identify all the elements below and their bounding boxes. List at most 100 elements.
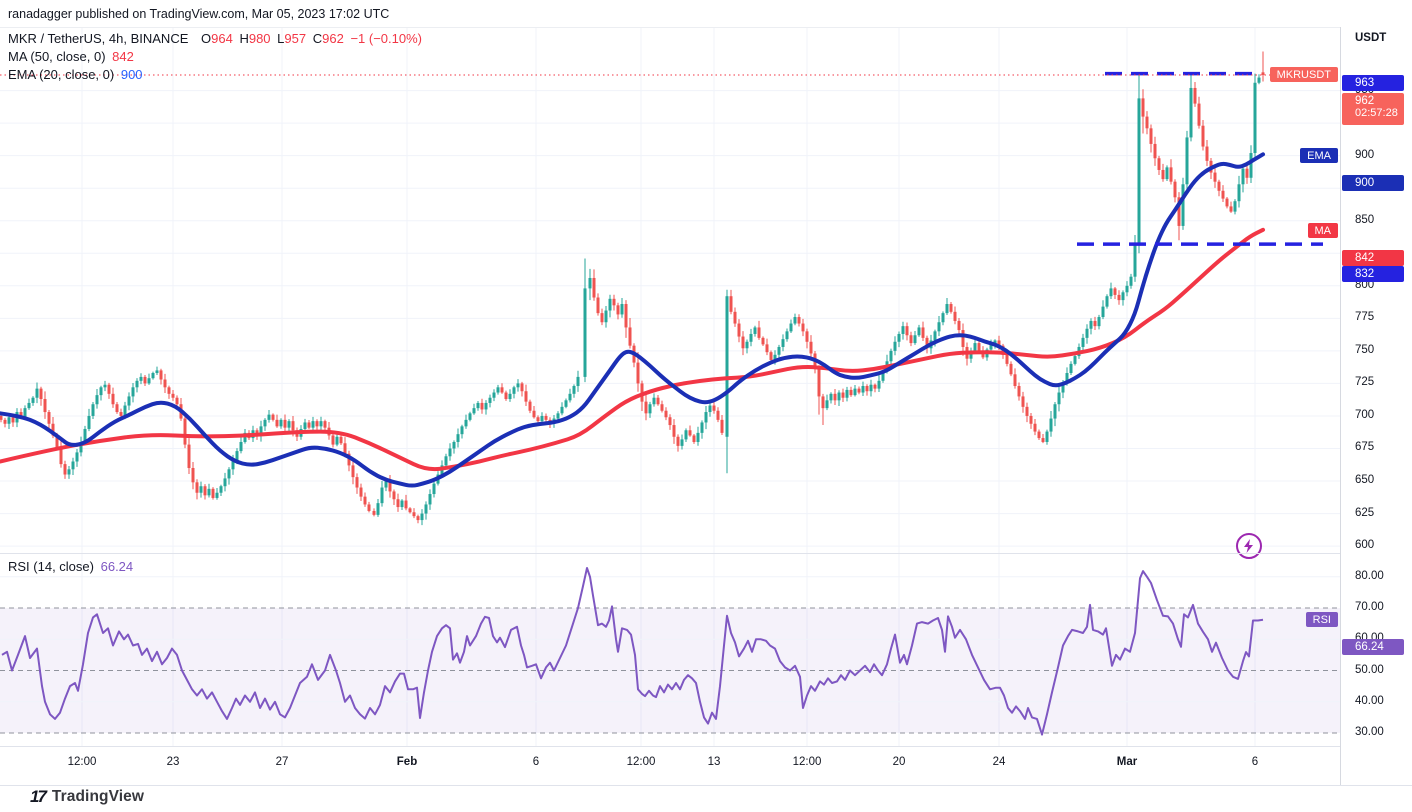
candle-body bbox=[801, 323, 805, 332]
candle-body bbox=[889, 350, 893, 362]
candle-body bbox=[660, 404, 664, 411]
ma50-line bbox=[0, 227, 1265, 472]
candle-body bbox=[203, 486, 207, 496]
candle-body bbox=[624, 304, 628, 328]
candle-body bbox=[239, 441, 243, 452]
candle-body bbox=[1245, 168, 1249, 178]
rsi-label-text: RSI (14, close) bbox=[8, 559, 94, 574]
candle-body bbox=[753, 327, 757, 334]
candle-body bbox=[668, 417, 672, 426]
candle-body bbox=[424, 504, 428, 514]
candle-body bbox=[199, 486, 203, 493]
candle-body bbox=[311, 421, 315, 428]
candle-body bbox=[825, 400, 829, 409]
candle-body bbox=[1185, 137, 1189, 185]
price-scale[interactable]: USDT 95092590087585080077575072570067565… bbox=[1340, 27, 1412, 785]
candle-body bbox=[1181, 184, 1185, 226]
candle-body bbox=[672, 425, 676, 437]
low-value: 957 bbox=[284, 31, 307, 46]
candle-body bbox=[797, 317, 801, 324]
candle-body bbox=[793, 317, 797, 324]
candle-body bbox=[913, 335, 917, 344]
candle-body bbox=[363, 496, 367, 505]
flash-icon[interactable] bbox=[1236, 533, 1262, 559]
candle-body bbox=[55, 435, 59, 448]
candle-body bbox=[1049, 418, 1053, 432]
candle-body bbox=[1061, 382, 1065, 393]
candle-body bbox=[1057, 392, 1061, 405]
candle-body bbox=[833, 393, 837, 401]
candle-body bbox=[620, 304, 624, 315]
candle-body bbox=[1165, 167, 1169, 180]
candle-body bbox=[909, 335, 913, 344]
candle-body bbox=[745, 341, 749, 349]
chart-bottom-border bbox=[0, 785, 1412, 786]
time-scale[interactable]: 12:00 23 27 Feb 6 12:00 13 12:00 20 24 Mar 6 bbox=[0, 747, 1340, 785]
chart-legend: MKR / TetherUS, 4h, BINANCE O964 H980 L9… bbox=[8, 30, 422, 84]
candle-body bbox=[1073, 356, 1077, 364]
time-tick: Mar bbox=[1116, 756, 1138, 768]
candle-body bbox=[1089, 320, 1093, 329]
candle-body bbox=[508, 393, 512, 400]
candle-body bbox=[476, 402, 480, 409]
candle-body bbox=[1153, 143, 1157, 159]
candle-body bbox=[817, 367, 821, 397]
candle-body bbox=[1237, 184, 1241, 202]
time-tick: 12:00 bbox=[626, 756, 656, 768]
candle-body bbox=[123, 405, 127, 416]
candle-body bbox=[849, 389, 853, 396]
legend-symbol-row: MKR / TetherUS, 4h, BINANCE O964 H980 L9… bbox=[8, 30, 422, 48]
candle-body bbox=[183, 418, 187, 445]
candle-body bbox=[488, 397, 492, 403]
price-tick: 850 bbox=[1355, 213, 1375, 226]
candle-body bbox=[71, 461, 75, 470]
candle-body bbox=[27, 402, 31, 409]
candle-body bbox=[219, 486, 223, 493]
candle-body bbox=[925, 337, 929, 349]
candle-body bbox=[1145, 116, 1149, 129]
candle-body bbox=[708, 405, 712, 413]
candle-body bbox=[700, 422, 704, 433]
candle-body bbox=[512, 387, 516, 394]
candle-body bbox=[901, 326, 905, 334]
quote-currency-label: USDT bbox=[1355, 32, 1387, 44]
candle-body bbox=[195, 482, 199, 493]
candle-body bbox=[969, 350, 973, 359]
candle-body bbox=[187, 444, 191, 469]
candle-body bbox=[1189, 87, 1193, 138]
candle-body bbox=[741, 336, 745, 349]
candle-body bbox=[171, 393, 175, 398]
candle-body bbox=[560, 406, 564, 414]
time-tick: 20 bbox=[892, 756, 906, 768]
candle-body bbox=[953, 311, 957, 321]
ema-value: 900 bbox=[120, 67, 143, 82]
time-tick: 12:00 bbox=[67, 756, 97, 768]
candle-body bbox=[235, 451, 239, 461]
candle-body bbox=[845, 389, 849, 398]
candle-body bbox=[853, 388, 857, 396]
candle-body bbox=[331, 435, 335, 445]
candle-body bbox=[520, 383, 524, 392]
candle-body bbox=[1157, 158, 1161, 170]
candle-body bbox=[777, 346, 781, 355]
ma-price-badge: 842 bbox=[1342, 250, 1404, 266]
candle-body bbox=[893, 341, 897, 351]
candle-body bbox=[135, 380, 139, 388]
candle-body bbox=[1161, 169, 1165, 180]
candle-body bbox=[688, 430, 692, 436]
ema-axis-tag: EMA bbox=[1300, 148, 1338, 163]
candle-body bbox=[35, 388, 39, 398]
candle-body bbox=[821, 396, 825, 409]
candle-body bbox=[315, 421, 319, 427]
price-tick: 700 bbox=[1355, 408, 1375, 421]
candle-body bbox=[921, 327, 925, 338]
candle-body bbox=[3, 419, 7, 424]
change-value: −1 (−0.10%) bbox=[350, 31, 422, 46]
legend-ma-row: MA (50, close, 0) 842 bbox=[8, 48, 422, 66]
candle-body bbox=[484, 402, 488, 410]
candle-body bbox=[207, 488, 211, 496]
candle-body bbox=[335, 436, 339, 445]
candle-body bbox=[676, 436, 680, 446]
candle-body bbox=[961, 330, 965, 347]
